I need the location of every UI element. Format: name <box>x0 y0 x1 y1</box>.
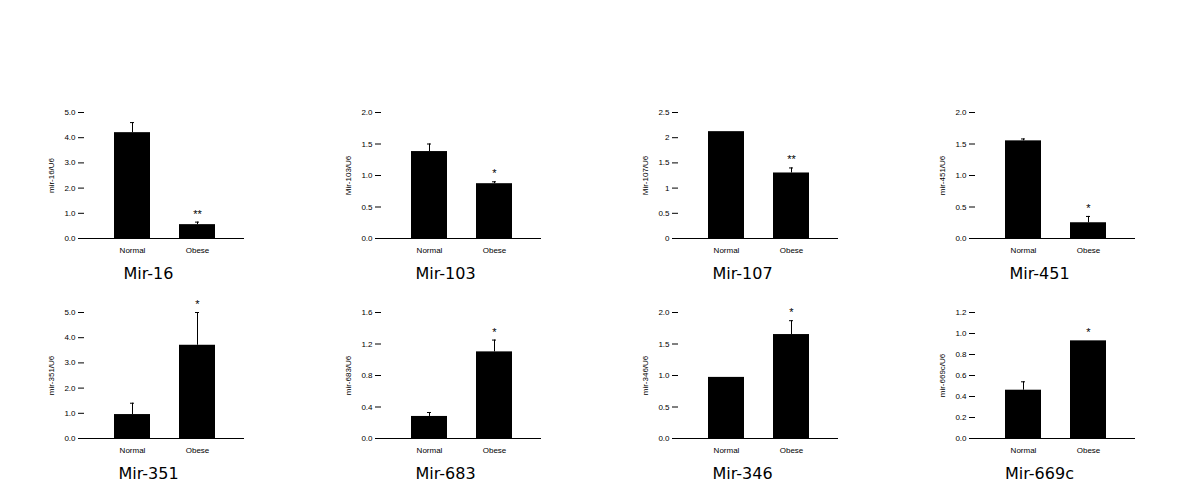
svg-text:2.0: 2.0 <box>64 384 76 393</box>
svg-text:0.4: 0.4 <box>955 392 967 401</box>
svg-text:0.4: 0.4 <box>361 403 373 412</box>
svg-text:Normal: Normal <box>416 446 442 455</box>
svg-text:Normal: Normal <box>119 446 145 455</box>
svg-text:5.0: 5.0 <box>64 108 76 117</box>
html-text:Mir-683: Mir-683 <box>415 464 476 483</box>
svg-text:0.0: 0.0 <box>955 234 967 243</box>
svg-text:1.6: 1.6 <box>361 308 373 317</box>
svg-text:0.0: 0.0 <box>658 434 670 443</box>
svg-text:5.0: 5.0 <box>64 308 76 317</box>
svg-text:1.0: 1.0 <box>361 171 373 180</box>
svg-text:Mir-107/U6: Mir-107/U6 <box>641 155 650 195</box>
html-text:Mir-351: Mir-351 <box>118 464 179 483</box>
svg-text:0.6: 0.6 <box>955 371 967 380</box>
svg-text:Normal: Normal <box>416 246 442 255</box>
svg-text:1.2: 1.2 <box>361 340 373 349</box>
svg-text:1.0: 1.0 <box>64 409 76 418</box>
svg-text:Normal: Normal <box>713 446 739 455</box>
svg-text:2.0: 2.0 <box>361 108 373 117</box>
svg-text:1.5: 1.5 <box>955 140 967 149</box>
svg-text:1: 1 <box>665 184 670 193</box>
svg-text:mir-346/U6: mir-346/U6 <box>641 355 650 395</box>
svg-text:mir-669c/U6: mir-669c/U6 <box>938 353 947 397</box>
svg-text:0.0: 0.0 <box>64 434 76 443</box>
svg-text:2.0: 2.0 <box>955 108 967 117</box>
svg-text:2.5: 2.5 <box>658 108 670 117</box>
html-text:Mir-16: Mir-16 <box>123 264 174 283</box>
svg-text:1.0: 1.0 <box>64 209 76 218</box>
svg-text:3.0: 3.0 <box>64 358 76 367</box>
svg-text:*: * <box>789 306 794 318</box>
svg-text:0.0: 0.0 <box>64 234 76 243</box>
svg-text:1.0: 1.0 <box>658 371 670 380</box>
svg-text:Normal: Normal <box>1010 246 1036 255</box>
svg-text:0.5: 0.5 <box>658 209 670 218</box>
svg-text:0.0: 0.0 <box>361 234 373 243</box>
svg-text:1.0: 1.0 <box>955 171 967 180</box>
svg-text:1.5: 1.5 <box>658 340 670 349</box>
svg-text:0.5: 0.5 <box>955 203 967 212</box>
svg-text:1.2: 1.2 <box>955 308 967 317</box>
svg-text:1.5: 1.5 <box>658 158 670 167</box>
svg-text:0.0: 0.0 <box>955 434 967 443</box>
svg-text:*: * <box>492 326 497 338</box>
svg-text:2.0: 2.0 <box>658 308 670 317</box>
svg-text:*: * <box>1086 202 1091 214</box>
svg-text:Obese: Obese <box>482 446 506 455</box>
html-text:Mir-346: Mir-346 <box>712 464 773 483</box>
svg-text:0.8: 0.8 <box>955 350 967 359</box>
svg-text:0: 0 <box>665 234 670 243</box>
svg-text:mir-683/U6: mir-683/U6 <box>344 355 353 395</box>
svg-text:Obese: Obese <box>185 246 209 255</box>
svg-text:mir-16/U6: mir-16/U6 <box>47 157 56 193</box>
svg-text:*: * <box>492 167 497 179</box>
svg-text:0.0: 0.0 <box>361 434 373 443</box>
svg-text:4.0: 4.0 <box>64 133 76 142</box>
svg-text:Obese: Obese <box>779 246 803 255</box>
svg-text:1.5: 1.5 <box>361 140 373 149</box>
svg-text:Obese: Obese <box>1076 446 1100 455</box>
html-text:Mir-107: Mir-107 <box>712 264 773 283</box>
html-text:Mir-451: Mir-451 <box>1009 264 1070 283</box>
svg-text:Obese: Obese <box>1076 246 1100 255</box>
svg-text:2.0: 2.0 <box>64 184 76 193</box>
svg-text:**: ** <box>193 208 202 220</box>
svg-text:Normal: Normal <box>119 246 145 255</box>
html-text:Mir-669c: Mir-669c <box>1005 464 1074 483</box>
html-text:Mir-103: Mir-103 <box>415 264 476 283</box>
svg-text:Obese: Obese <box>779 446 803 455</box>
svg-text:0.5: 0.5 <box>658 403 670 412</box>
svg-text:Obese: Obese <box>185 446 209 455</box>
svg-text:2: 2 <box>665 133 670 142</box>
svg-text:0.5: 0.5 <box>361 203 373 212</box>
svg-text:*: * <box>195 298 200 310</box>
svg-text:Obese: Obese <box>482 246 506 255</box>
svg-text:1.0: 1.0 <box>955 329 967 338</box>
svg-text:0.8: 0.8 <box>361 371 373 380</box>
svg-text:3.0: 3.0 <box>64 158 76 167</box>
svg-text:Mir-103/U6: Mir-103/U6 <box>344 155 353 195</box>
svg-text:0.2: 0.2 <box>955 413 967 422</box>
svg-text:*: * <box>1086 326 1091 338</box>
svg-text:**: ** <box>787 153 796 165</box>
svg-text:mir-451/U6: mir-451/U6 <box>938 155 947 195</box>
svg-text:Normal: Normal <box>1010 446 1036 455</box>
svg-text:4.0: 4.0 <box>64 333 76 342</box>
svg-text:mir-351/U6: mir-351/U6 <box>47 355 56 395</box>
svg-text:Normal: Normal <box>713 246 739 255</box>
